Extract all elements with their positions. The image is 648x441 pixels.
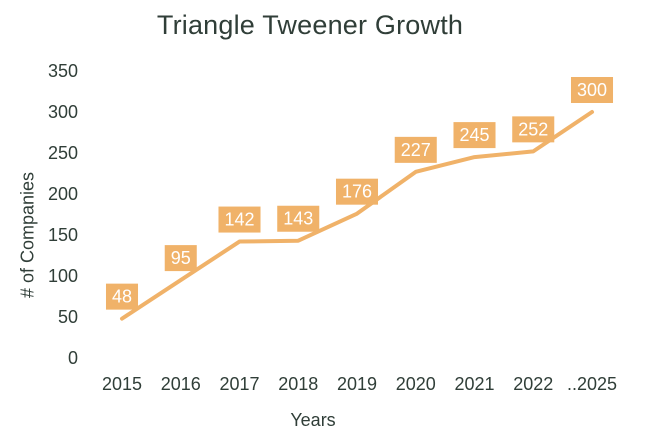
y-tick-label: 0 <box>68 348 78 368</box>
y-tick-label: 300 <box>48 102 78 122</box>
x-tick-label: 2022 <box>513 374 553 394</box>
chart-title: Triangle Tweener Growth <box>156 10 464 40</box>
x-axis-title: Years <box>290 410 336 430</box>
data-label-text: 142 <box>224 210 254 230</box>
data-label-text: 176 <box>342 182 372 202</box>
data-label-text: 143 <box>283 209 313 229</box>
x-tick-label: 2017 <box>219 374 259 394</box>
y-tick-label: 50 <box>58 307 78 327</box>
data-label-text: 245 <box>459 125 489 145</box>
y-tick-label: 250 <box>48 143 78 163</box>
data-label-box <box>570 77 614 103</box>
data-label-box <box>394 136 437 163</box>
data-label-box <box>453 122 496 149</box>
data-label-box <box>512 116 555 143</box>
y-tick-label: 100 <box>48 266 78 286</box>
x-tick-label: 2018 <box>278 374 318 394</box>
data-label-box <box>335 178 379 205</box>
x-tick-label: 2016 <box>161 374 201 394</box>
data-label-box <box>218 206 261 233</box>
y-tick-label: 350 <box>48 61 78 81</box>
data-label-box <box>164 245 197 272</box>
x-tick-label: 2019 <box>337 374 377 394</box>
data-label-text: 252 <box>518 119 548 139</box>
y-tick-label: 150 <box>48 225 78 245</box>
data-label-text: 48 <box>112 287 132 307</box>
x-tick-label: 2021 <box>454 374 494 394</box>
x-tick-label: 2020 <box>396 374 436 394</box>
data-label-box <box>105 283 139 310</box>
data-label-text: 227 <box>401 140 431 160</box>
x-tick-label: ..2025 <box>567 374 617 394</box>
data-label-text: 95 <box>171 248 191 268</box>
y-tick-label: 200 <box>48 184 78 204</box>
data-label-text: 300 <box>577 80 607 100</box>
x-tick-label: 2015 <box>102 374 142 394</box>
growth-line <box>120 110 594 321</box>
data-label-box <box>277 205 320 232</box>
